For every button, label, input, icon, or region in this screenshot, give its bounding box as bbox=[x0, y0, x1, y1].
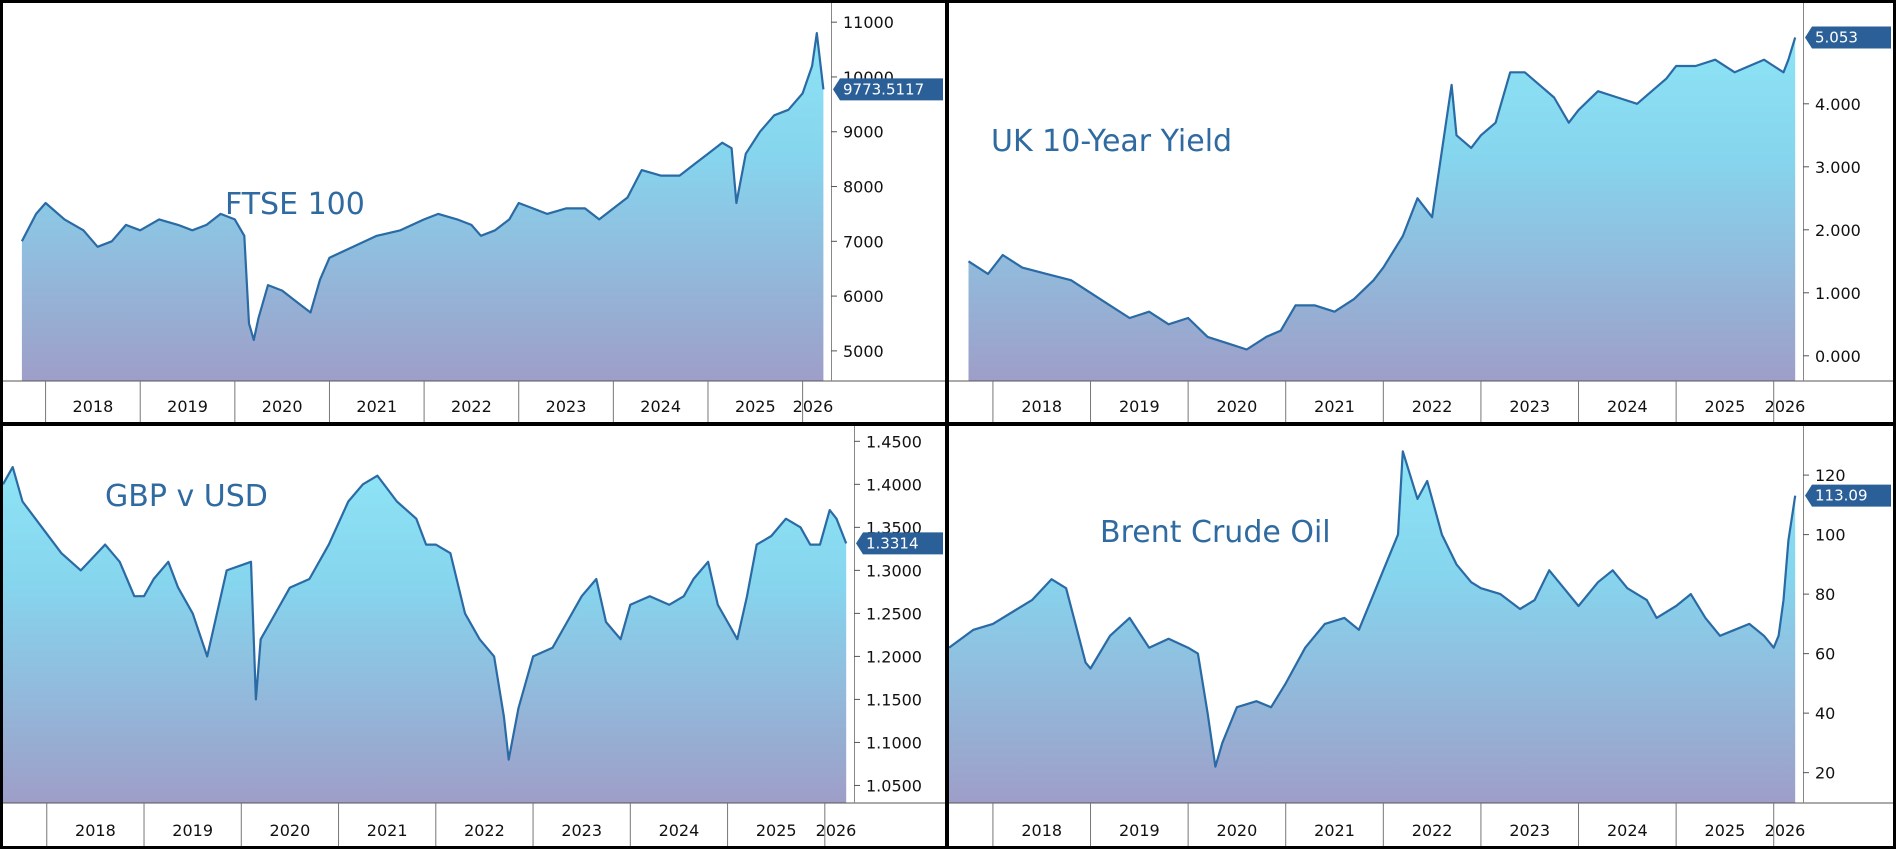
ftse-100-chart: 2018 2019 2020 2021 2022 2023 2024 2025 2026 5000… bbox=[3, 3, 945, 422]
x-tick-label: 2018 bbox=[1021, 397, 1062, 416]
uk-10-year-yield-chart-svg: 2018 2019 2020 2021 2022 2023 2024 2025 2026 0.00… bbox=[949, 3, 1893, 422]
y-tick-label: 1.1000 bbox=[866, 733, 922, 752]
y-tick-label: 0.000 bbox=[1815, 347, 1861, 366]
x-tick-label: 2022 bbox=[1412, 397, 1453, 416]
gbp-v-usd-chart: 2018 2019 2020 2021 2022 2023 2024 2025 2026 1.05… bbox=[3, 426, 945, 846]
x-tick-label: 2025 bbox=[756, 821, 797, 840]
y-tick-label: 80 bbox=[1815, 585, 1835, 604]
y-tick-label: 40 bbox=[1815, 704, 1835, 723]
series-area bbox=[969, 38, 1796, 382]
x-tick-label: 2024 bbox=[1607, 397, 1648, 416]
y-tick-label: 11000 bbox=[843, 13, 894, 32]
uk-10-year-yield-chart: 2018 2019 2020 2021 2022 2023 2024 2025 2026 0.00… bbox=[949, 3, 1893, 422]
series-area bbox=[3, 467, 846, 803]
chart-title: UK 10-Year Yield bbox=[991, 124, 1232, 159]
x-tick-label: 2023 bbox=[1509, 397, 1550, 416]
y-tick-label: 7000 bbox=[843, 232, 884, 251]
y-tick-label: 20 bbox=[1815, 764, 1835, 783]
x-tick-label: 2021 bbox=[356, 397, 397, 416]
y-tick-label: 1.4500 bbox=[866, 432, 922, 451]
x-tick-label: 2025 bbox=[1705, 397, 1746, 416]
y-tick-label: 1.000 bbox=[1815, 284, 1861, 303]
x-tick-label: 2019 bbox=[172, 821, 213, 840]
y-tick-label: 9000 bbox=[843, 123, 884, 142]
x-tick-label: 2023 bbox=[1509, 821, 1550, 840]
x-tick-label: 2020 bbox=[1217, 397, 1258, 416]
x-tick-label: 2021 bbox=[367, 821, 408, 840]
x-tick-label: 2024 bbox=[640, 397, 681, 416]
x-tick-label: 2021 bbox=[1314, 397, 1355, 416]
last-value-label: 113.09 bbox=[1815, 487, 1868, 505]
x-tick-label: 2019 bbox=[1119, 397, 1160, 416]
last-value-label: 5.053 bbox=[1815, 28, 1858, 46]
y-tick-label: 4.000 bbox=[1815, 95, 1861, 114]
x-tick-label: 2018 bbox=[73, 397, 114, 416]
y-tick-label: 100 bbox=[1815, 526, 1846, 545]
y-tick-label: 1.2000 bbox=[866, 647, 922, 666]
brent-crude-oil-chart-svg: 2018 2019 2020 2021 2022 2023 2024 2025 2026 20 40… bbox=[949, 426, 1893, 846]
x-tick-label: 2018 bbox=[75, 821, 116, 840]
gbp-v-usd-chart-svg: 2018 2019 2020 2021 2022 2023 2024 2025 2026 1.05… bbox=[3, 426, 945, 846]
y-tick-label: 1.1500 bbox=[866, 690, 922, 709]
x-tick-label: 2018 bbox=[1021, 821, 1062, 840]
chart-title: FTSE 100 bbox=[225, 187, 365, 222]
y-tick-label: 1.3000 bbox=[866, 561, 922, 580]
x-tick-label: 2026 bbox=[793, 397, 834, 416]
y-tick-label: 8000 bbox=[843, 178, 884, 197]
x-tick-label: 2026 bbox=[816, 821, 857, 840]
y-tick-label: 6000 bbox=[843, 287, 884, 306]
x-tick-label: 2023 bbox=[546, 397, 587, 416]
x-tick-label: 2025 bbox=[735, 397, 776, 416]
chart-title: Brent Crude Oil bbox=[1100, 515, 1331, 550]
x-tick-label: 2023 bbox=[561, 821, 602, 840]
y-tick-label: 1.2500 bbox=[866, 604, 922, 623]
x-tick-label: 2022 bbox=[451, 397, 492, 416]
y-tick-label: 3.000 bbox=[1815, 158, 1861, 177]
y-tick-label: 1.0500 bbox=[866, 776, 922, 795]
x-tick-label: 2019 bbox=[1119, 821, 1160, 840]
y-tick-label: 60 bbox=[1815, 645, 1835, 664]
x-tick-label: 2020 bbox=[270, 821, 311, 840]
y-tick-label: 5000 bbox=[843, 342, 884, 361]
x-tick-label: 2026 bbox=[1765, 821, 1806, 840]
last-value-label: 9773.5117 bbox=[843, 80, 924, 98]
y-tick-label: 2.000 bbox=[1815, 221, 1861, 240]
x-tick-label: 2021 bbox=[1314, 821, 1355, 840]
chart-title: GBP v USD bbox=[105, 479, 268, 514]
x-tick-label: 2024 bbox=[1607, 821, 1648, 840]
x-tick-label: 2022 bbox=[1412, 821, 1453, 840]
x-tick-label: 2024 bbox=[659, 821, 700, 840]
x-tick-label: 2026 bbox=[1765, 397, 1806, 416]
x-tick-label: 2020 bbox=[1217, 821, 1258, 840]
y-tick-label: 1.4000 bbox=[866, 475, 922, 494]
x-tick-label: 2020 bbox=[262, 397, 303, 416]
brent-crude-oil-chart: 2018 2019 2020 2021 2022 2023 2024 2025 2026 20 40… bbox=[949, 426, 1893, 846]
ftse-100-chart-svg: 2018 2019 2020 2021 2022 2023 2024 2025 2026 5000… bbox=[3, 3, 945, 422]
x-tick-label: 2025 bbox=[1705, 821, 1746, 840]
series-area bbox=[22, 33, 824, 381]
x-tick-label: 2022 bbox=[464, 821, 505, 840]
x-tick-label: 2019 bbox=[167, 397, 208, 416]
last-value-label: 1.3314 bbox=[866, 534, 919, 552]
y-tick-label: 120 bbox=[1815, 466, 1846, 485]
